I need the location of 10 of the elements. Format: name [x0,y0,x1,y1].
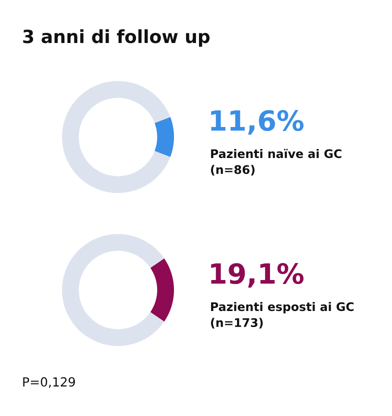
donut-slice [150,258,174,322]
donut-slice [154,117,174,157]
data-label: 19,1% [211,263,304,288]
data-label: 11,6% [211,110,304,135]
chart-title: 3 anni di follow up [23,29,210,47]
donut-slice [62,81,170,193]
text: P=0,129 [23,377,75,388]
text: Pazienti naïve ai GC (n=86) [211,148,342,176]
donut-slice [62,234,164,346]
text: Pazienti esposti ai GC (n=173) [211,302,354,328]
